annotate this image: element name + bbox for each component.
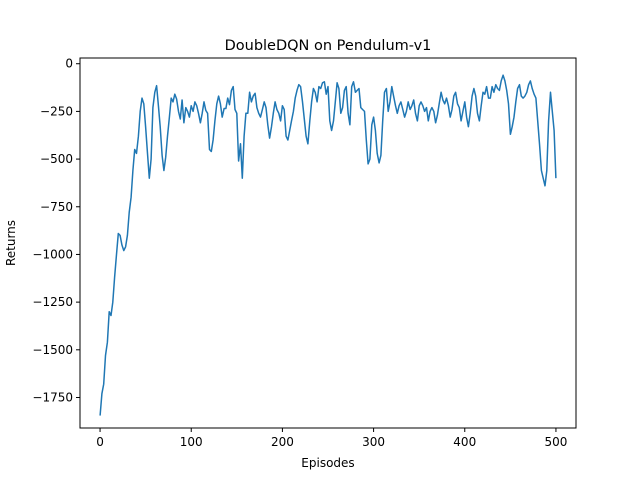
- x-tick-label: 300: [362, 435, 385, 449]
- y-tick-label: 0: [65, 57, 73, 71]
- y-tick-label: −1750: [32, 390, 73, 404]
- x-tick-label: 500: [544, 435, 567, 449]
- chart-title: DoubleDQN on Pendulum-v1: [225, 38, 432, 54]
- y-axis: 0 −250 −500 −750 −1000 −1250 −1500 −1750: [32, 57, 80, 404]
- y-tick-label: −1000: [32, 247, 73, 261]
- y-tick-label: −1250: [32, 295, 73, 309]
- y-tick-label: −250: [40, 104, 73, 118]
- y-tick-label: −1500: [32, 343, 73, 357]
- x-tick-label: 0: [96, 435, 104, 449]
- y-tick-label: −500: [40, 152, 73, 166]
- x-tick-label: 100: [180, 435, 203, 449]
- plot-area: [99, 74, 557, 416]
- x-tick-label: 200: [271, 435, 294, 449]
- x-axis-label: Episodes: [301, 456, 354, 470]
- y-tick-label: −750: [40, 200, 73, 214]
- y-axis-label: Returns: [4, 220, 18, 266]
- plot-frame: [79, 57, 577, 429]
- x-tick-label: 400: [453, 435, 476, 449]
- x-axis: 0 100 200 300 400 500: [96, 428, 567, 449]
- series-line: [99, 74, 557, 416]
